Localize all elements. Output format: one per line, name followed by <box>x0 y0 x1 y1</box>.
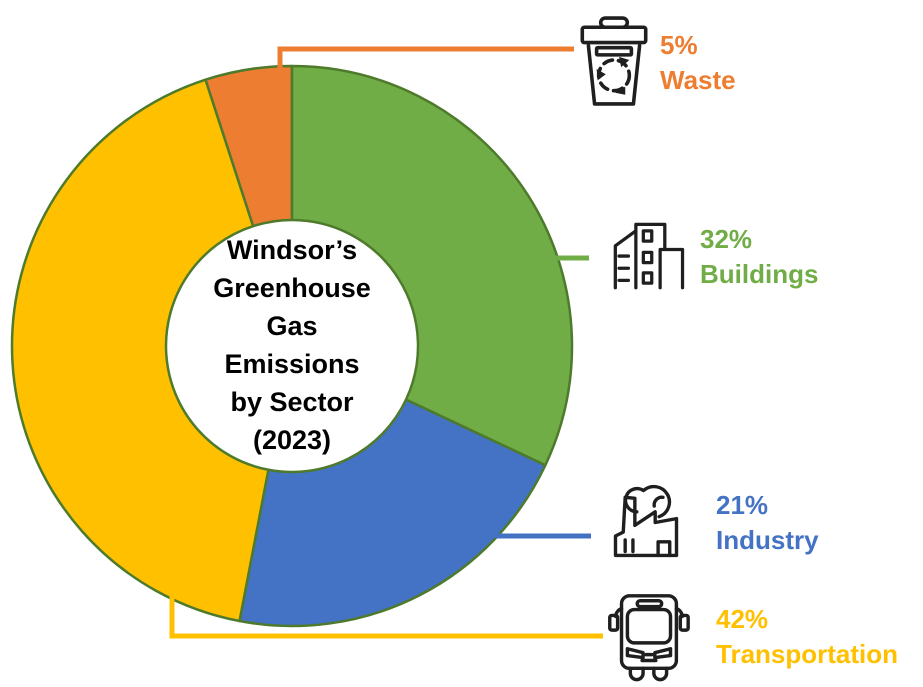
chart-title-line: Emissions <box>224 349 360 379</box>
industry-percent: 21% <box>716 490 769 520</box>
industry-name: Industry <box>716 525 819 555</box>
chart-title-line: Gas <box>266 311 318 341</box>
leader-line-waste <box>277 46 574 70</box>
bus-icon <box>598 588 696 685</box>
donut-segment-buildings <box>290 64 574 467</box>
industry-label: 21% Industry <box>716 488 819 558</box>
recycle-bin-icon <box>578 16 650 106</box>
chart-title-line: Windsor’s <box>226 235 358 265</box>
buildings-name: Buildings <box>700 259 819 289</box>
waste-percent: 5% <box>660 30 698 60</box>
chart-title-line: (2023) <box>252 425 332 455</box>
buildings-label: 32% Buildings <box>700 222 818 292</box>
chart-title: Windsor’s Greenhouse Gas Emissions by Se… <box>142 231 442 459</box>
donut-segment-industry <box>238 398 547 628</box>
leader-line-transportation <box>169 594 603 639</box>
factory-icon <box>600 476 692 568</box>
donut-segment-transportation <box>10 78 270 623</box>
transportation-name: Transportation <box>716 639 899 669</box>
waste-label: 5% Waste <box>660 28 736 98</box>
chart-title-line: Greenhouse <box>213 273 371 303</box>
transportation-percent: 42% <box>716 604 769 634</box>
transportation-label: 42% Transportation <box>716 602 898 672</box>
chart-title-line: by Sector <box>230 387 354 417</box>
buildings-percent: 32% <box>700 224 753 254</box>
waste-name: Waste <box>660 65 736 95</box>
buildings-icon <box>606 215 690 299</box>
